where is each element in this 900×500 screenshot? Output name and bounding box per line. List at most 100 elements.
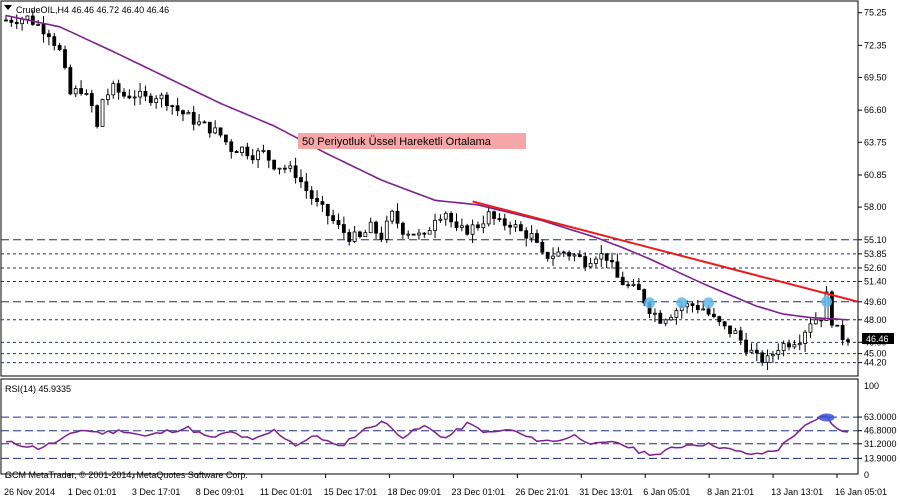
rsi-title: RSI(14) 45.9335 [5, 384, 71, 394]
candle-body [400, 222, 405, 235]
candle-body [636, 283, 641, 290]
candle-body [170, 105, 175, 107]
y-tick-label: 60.85 [864, 170, 887, 180]
candle-body [792, 344, 797, 348]
candle-body [197, 121, 201, 125]
candle-body [674, 310, 679, 318]
ema50-line [5, 14, 849, 321]
x-tick-label: 26 Dec 21:01 [515, 487, 569, 497]
touch-marker [821, 296, 833, 308]
candle-body [776, 350, 781, 355]
candle-body [105, 94, 110, 100]
candle-body [476, 224, 480, 229]
candle-body [561, 251, 566, 254]
x-tick-label: 6 Jan 05:01 [643, 487, 690, 497]
candle-body [760, 352, 765, 363]
candle-body [395, 210, 400, 224]
main-panel-border [0, 0, 859, 377]
candle-body [481, 223, 486, 229]
window-menu-icon[interactable] [4, 5, 12, 10]
candle-body [840, 325, 845, 341]
candle-body [358, 231, 362, 238]
candle-body [631, 283, 636, 287]
candle-body [36, 24, 41, 26]
candle-body [266, 150, 271, 161]
candle-body [797, 343, 802, 346]
candle-body [240, 146, 244, 153]
candle-body [610, 260, 614, 263]
candle-body [223, 134, 228, 143]
candle-body [202, 121, 207, 124]
rsi-level-label: 46.8000 [864, 426, 897, 436]
price-level-label: 45.00 [864, 349, 887, 359]
candle-body [540, 242, 545, 253]
candle-body [583, 256, 588, 268]
candle-body [626, 284, 631, 287]
candle-body [754, 349, 759, 354]
candle-body [733, 330, 738, 334]
candle-body [207, 121, 212, 134]
candle-body [41, 24, 46, 35]
x-tick-label: 18 Dec 09:01 [388, 487, 442, 497]
candle-body [68, 67, 73, 95]
y-tick-label: 72.35 [864, 40, 887, 50]
candle-body [502, 218, 507, 226]
y-tick-label: 75.25 [864, 8, 887, 18]
price-level-label: 44.20 [864, 358, 887, 368]
candle-body [459, 225, 464, 228]
candle-body [722, 321, 727, 327]
candle-body [695, 305, 700, 310]
candle-body [250, 155, 255, 161]
rsi-marker [818, 413, 835, 422]
candle-body [417, 232, 421, 236]
touch-marker [644, 297, 656, 309]
rsi-path [5, 415, 849, 457]
x-tick-label: 13 Jan 13:01 [771, 487, 823, 497]
x-tick-label: 31 Dec 13:01 [579, 487, 633, 497]
candle-body [299, 177, 303, 183]
x-tick-label: 26 Nov 2014 [4, 487, 55, 497]
x-tick-label: 15 Dec 17:01 [324, 487, 378, 497]
x-tick-label: 8 Dec 09:01 [196, 487, 245, 497]
candle-body [4, 19, 8, 22]
candle-body [52, 36, 57, 46]
candle-body [256, 150, 260, 161]
candle-body [116, 83, 121, 93]
rsi-max-label: 100 [864, 381, 879, 391]
candle-body [749, 349, 754, 353]
candle-body [406, 233, 411, 236]
candle-body [411, 233, 416, 236]
candle-body [181, 110, 185, 115]
candle-body [470, 224, 475, 235]
candle-body [771, 354, 775, 357]
candle-body [819, 319, 824, 322]
candle-body [492, 211, 496, 219]
x-tick-label: 16 Jan 05:01 [835, 487, 887, 497]
candlesticks [4, 9, 850, 371]
price-level-label: 53.85 [864, 249, 887, 259]
rsi-level-label: 63.0000 [864, 412, 897, 422]
candle-body [787, 343, 791, 348]
touch-marker [676, 297, 688, 309]
candle-body [572, 254, 577, 257]
candle-body [277, 167, 282, 170]
candle-body [234, 151, 239, 153]
rsi-level-lines: 63.0000 46.8000 31.2000 13.9000 [1, 412, 897, 463]
candle-body [443, 212, 448, 220]
candle-body [604, 253, 609, 261]
candle-body [379, 232, 384, 240]
candle-body [545, 251, 550, 259]
price-level-label: 51.40 [864, 276, 887, 286]
x-tick-label: 1 Dec 01:01 [68, 487, 117, 497]
candle-body [658, 312, 663, 324]
candle-body [229, 141, 234, 152]
candle-body [620, 276, 625, 286]
candle-body [272, 159, 277, 170]
candle-body [497, 218, 502, 220]
annotation-text: 50 Periyotluk Üssel Hareketli Ortalama [302, 136, 492, 148]
candle-body [712, 313, 716, 318]
candle-body [293, 165, 298, 178]
trend-line-path [472, 200, 859, 303]
candle-body [438, 218, 443, 221]
candle-body [529, 233, 534, 239]
